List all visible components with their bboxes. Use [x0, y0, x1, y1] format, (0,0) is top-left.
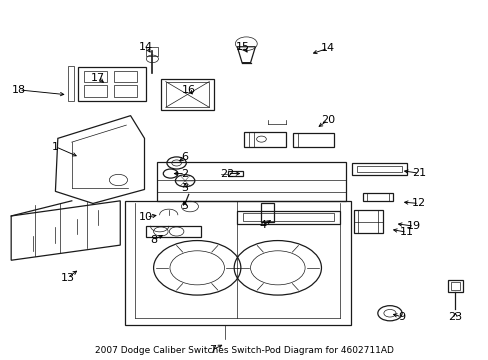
Text: 8: 8	[150, 235, 157, 245]
Bar	[84, 85, 107, 97]
Bar	[447, 280, 462, 292]
Text: 10: 10	[139, 212, 153, 222]
Text: 14: 14	[139, 42, 153, 52]
Text: 15: 15	[236, 42, 250, 52]
Text: 7: 7	[209, 345, 216, 355]
Text: 17: 17	[91, 73, 105, 83]
Text: 4: 4	[259, 220, 265, 230]
Bar	[114, 85, 137, 97]
Text: 21: 21	[411, 168, 425, 178]
Text: 22: 22	[220, 168, 234, 179]
Text: 3: 3	[181, 183, 188, 193]
Text: 16: 16	[182, 85, 195, 95]
Text: 2007 Dodge Caliber Switches Switch-Pod Diagram for 4602711AD: 2007 Dodge Caliber Switches Switch-Pod D…	[95, 346, 393, 355]
Text: 23: 23	[447, 312, 462, 322]
Text: 6: 6	[181, 152, 188, 162]
Bar	[84, 71, 107, 82]
Text: 9: 9	[398, 312, 405, 322]
Text: 11: 11	[399, 227, 413, 237]
Text: 13: 13	[61, 273, 74, 283]
Text: 19: 19	[407, 221, 420, 231]
Text: 20: 20	[321, 115, 334, 125]
Bar	[449, 282, 459, 290]
Text: 1: 1	[52, 142, 59, 152]
Text: 5: 5	[181, 202, 188, 211]
Text: 12: 12	[411, 198, 425, 208]
Text: 18: 18	[12, 85, 26, 95]
Text: 14: 14	[321, 43, 334, 53]
Bar	[114, 71, 137, 82]
Text: 2: 2	[181, 168, 188, 179]
